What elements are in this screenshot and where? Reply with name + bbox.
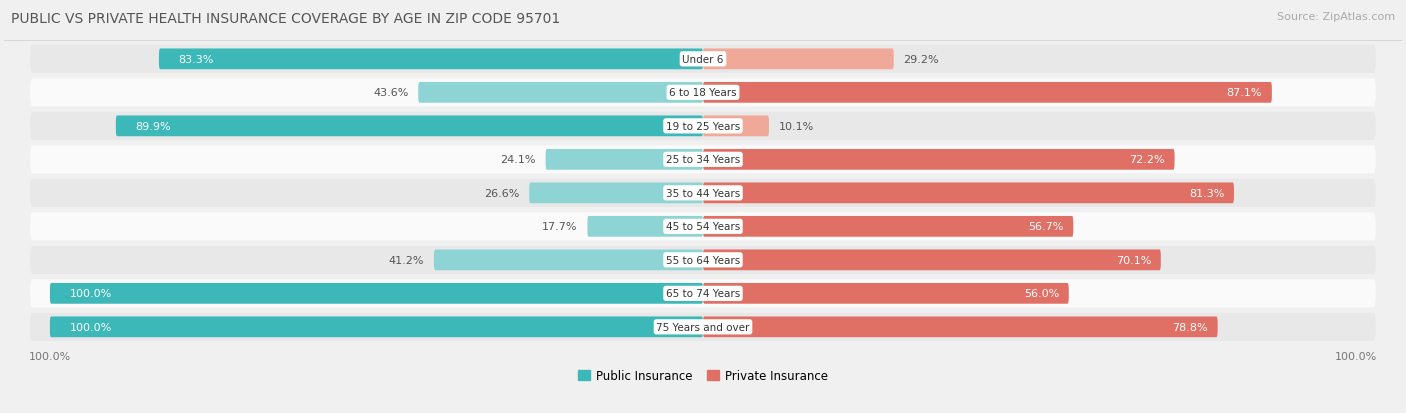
Text: 35 to 44 Years: 35 to 44 Years — [666, 188, 740, 198]
FancyBboxPatch shape — [434, 250, 703, 271]
Text: 55 to 64 Years: 55 to 64 Years — [666, 255, 740, 265]
FancyBboxPatch shape — [546, 150, 703, 170]
Text: 41.2%: 41.2% — [388, 255, 425, 265]
Text: 25 to 34 Years: 25 to 34 Years — [666, 155, 740, 165]
Text: 72.2%: 72.2% — [1129, 155, 1164, 165]
Text: 45 to 54 Years: 45 to 54 Years — [666, 222, 740, 232]
FancyBboxPatch shape — [30, 313, 1376, 341]
FancyBboxPatch shape — [703, 49, 894, 70]
FancyBboxPatch shape — [159, 49, 703, 70]
Text: 75 Years and over: 75 Years and over — [657, 322, 749, 332]
Text: 29.2%: 29.2% — [904, 55, 939, 65]
FancyBboxPatch shape — [529, 183, 703, 204]
Text: 65 to 74 Years: 65 to 74 Years — [666, 289, 740, 299]
Text: Source: ZipAtlas.com: Source: ZipAtlas.com — [1277, 12, 1395, 22]
FancyBboxPatch shape — [30, 246, 1376, 274]
Text: PUBLIC VS PRIVATE HEALTH INSURANCE COVERAGE BY AGE IN ZIP CODE 95701: PUBLIC VS PRIVATE HEALTH INSURANCE COVER… — [11, 12, 561, 26]
FancyBboxPatch shape — [49, 317, 703, 337]
FancyBboxPatch shape — [703, 250, 1161, 271]
Text: 100.0%: 100.0% — [69, 322, 111, 332]
Text: 87.1%: 87.1% — [1226, 88, 1263, 98]
Text: 19 to 25 Years: 19 to 25 Years — [666, 121, 740, 131]
FancyBboxPatch shape — [49, 283, 703, 304]
FancyBboxPatch shape — [703, 283, 1069, 304]
Text: 26.6%: 26.6% — [484, 188, 519, 198]
Text: 70.1%: 70.1% — [1116, 255, 1152, 265]
FancyBboxPatch shape — [30, 280, 1376, 308]
Text: 83.3%: 83.3% — [179, 55, 214, 65]
Text: 100.0%: 100.0% — [69, 289, 111, 299]
Text: 56.0%: 56.0% — [1024, 289, 1059, 299]
Text: Under 6: Under 6 — [682, 55, 724, 65]
FancyBboxPatch shape — [30, 46, 1376, 74]
Text: 6 to 18 Years: 6 to 18 Years — [669, 88, 737, 98]
FancyBboxPatch shape — [30, 179, 1376, 207]
FancyBboxPatch shape — [418, 83, 703, 104]
FancyBboxPatch shape — [30, 146, 1376, 174]
FancyBboxPatch shape — [703, 216, 1073, 237]
FancyBboxPatch shape — [30, 213, 1376, 241]
FancyBboxPatch shape — [703, 183, 1234, 204]
FancyBboxPatch shape — [703, 150, 1174, 170]
FancyBboxPatch shape — [115, 116, 703, 137]
Text: 24.1%: 24.1% — [501, 155, 536, 165]
FancyBboxPatch shape — [30, 112, 1376, 140]
Legend: Public Insurance, Private Insurance: Public Insurance, Private Insurance — [578, 369, 828, 382]
Text: 81.3%: 81.3% — [1189, 188, 1225, 198]
Text: 10.1%: 10.1% — [779, 121, 814, 131]
FancyBboxPatch shape — [30, 79, 1376, 107]
FancyBboxPatch shape — [703, 317, 1218, 337]
FancyBboxPatch shape — [588, 216, 703, 237]
FancyBboxPatch shape — [703, 83, 1272, 104]
Text: 78.8%: 78.8% — [1173, 322, 1208, 332]
Text: 43.6%: 43.6% — [373, 88, 409, 98]
Text: 89.9%: 89.9% — [135, 121, 172, 131]
Text: 17.7%: 17.7% — [543, 222, 578, 232]
Text: 56.7%: 56.7% — [1028, 222, 1063, 232]
FancyBboxPatch shape — [703, 116, 769, 137]
